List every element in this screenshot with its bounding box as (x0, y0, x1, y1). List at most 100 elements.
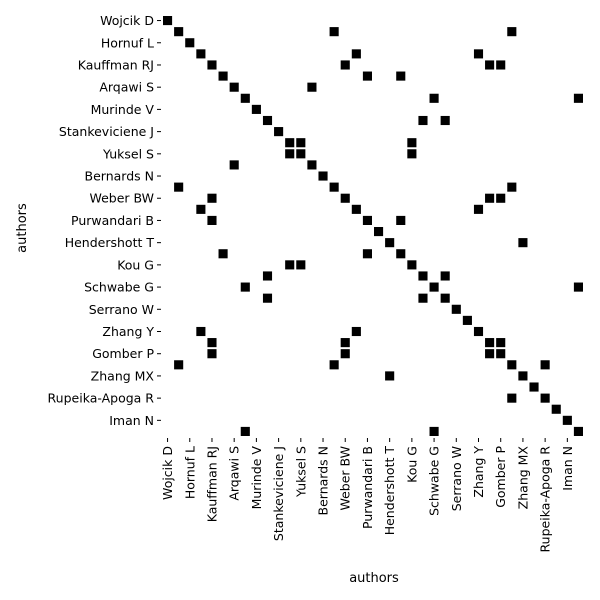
heatmap-cell (429, 426, 439, 436)
x-tick-label: Kou G (404, 446, 419, 483)
y-tick-label: Murinde V (91, 102, 155, 117)
x-tick-label: Kauffman RJ (204, 446, 219, 522)
heatmap-cell (163, 16, 173, 26)
heatmap-cell (407, 138, 417, 148)
y-tick-label: Rupeika-Apoga R (48, 391, 155, 406)
heatmap-cell (240, 93, 250, 103)
heatmap-cell (296, 149, 306, 159)
heatmap-cell (451, 304, 461, 314)
heatmap-cell (529, 382, 539, 392)
heatmap-cell (507, 27, 517, 37)
heatmap-cell (218, 71, 228, 81)
x-tick-label: Murinde V (249, 446, 264, 510)
y-tick-label: Kauffman RJ (78, 57, 154, 72)
heatmap-cell (174, 182, 184, 192)
y-tick-label: Arqawi S (99, 80, 154, 95)
x-axis-ticks: Wojcik D Hornuf L Kauffman RJ Arqawi S Murin… (160, 438, 575, 552)
heatmap-cell (540, 393, 550, 403)
x-tick-label: Schwabe G (427, 446, 442, 516)
heatmap-cell (440, 115, 450, 126)
x-tick-label: Weber BW (338, 446, 353, 511)
x-tick-label: Bernards N (316, 446, 331, 515)
heatmap-cell (496, 338, 506, 348)
heatmap-cell (573, 282, 583, 292)
heatmap-cell (562, 415, 572, 425)
heatmap-cell (473, 49, 484, 59)
heatmap-cell (573, 426, 583, 436)
heatmap-cell (485, 349, 495, 359)
heatmap-cell (507, 393, 517, 403)
heatmap-cell (218, 249, 228, 259)
heatmap-cell (440, 271, 450, 281)
heatmap-cell (196, 49, 206, 59)
heatmap-cell (229, 82, 239, 92)
heatmap-cell (307, 82, 317, 92)
heatmap-cell (174, 27, 184, 37)
heatmap-cell (340, 193, 350, 203)
heatmap-cell (518, 371, 528, 381)
heatmap-cell (518, 238, 528, 248)
y-axis-ticks: Wojcik D Hornuf L Kauffman RJ Arqawi S Murin… (48, 13, 161, 428)
heatmap-cell (573, 93, 583, 103)
heatmap-cell (396, 71, 406, 81)
heatmap-cell (462, 315, 472, 325)
x-tick-label: Stankeviciene J (271, 446, 286, 541)
heatmap-cell (196, 326, 206, 337)
heatmap-cell (507, 360, 517, 370)
y-tick-label: Hendershott T (65, 235, 155, 250)
heatmap-cell (362, 249, 372, 259)
heatmap-cell (551, 404, 561, 414)
heatmap-cell (418, 271, 428, 281)
heatmap-cell (262, 115, 273, 126)
heatmap-cell (207, 60, 217, 70)
y-tick-label: Gomber P (92, 346, 154, 361)
heatmap-cell (207, 338, 217, 348)
y-tick-label: Kou G (117, 257, 154, 272)
heatmap-cell (296, 138, 306, 148)
x-tick-label: Wojcik D (160, 446, 175, 500)
y-tick-label: Yuksel S (102, 146, 154, 161)
heatmap-cell (473, 204, 484, 214)
heatmap-cell (351, 204, 361, 214)
heatmap-cell (240, 282, 250, 292)
heatmap-cell (185, 38, 195, 48)
heatmap-cell (374, 227, 384, 237)
heatmap-cell (329, 360, 339, 370)
y-tick-label: Stankeviciene J (59, 124, 154, 139)
heatmap-cell (340, 338, 350, 348)
x-tick-label: Zhang MX (515, 446, 530, 510)
heatmap-cell (296, 260, 306, 270)
x-tick-label: Hendershott T (382, 446, 397, 536)
heatmap-cell (329, 27, 339, 37)
heatmap-cell (251, 104, 261, 114)
heatmap-cell (485, 60, 495, 70)
heatmap-cell (429, 282, 439, 292)
heatmap-cell (407, 260, 417, 270)
heatmap-cell (229, 160, 239, 170)
heatmap-cell (207, 215, 217, 225)
x-tick-label: Gomber P (493, 446, 508, 508)
heatmap-cell (262, 271, 273, 281)
x-tick-label: Serrano W (449, 446, 464, 511)
heatmap-cell (396, 215, 406, 225)
y-tick-label: Bernards N (85, 169, 154, 184)
heatmap-cell (274, 127, 284, 137)
y-tick-label: Serrano W (89, 302, 154, 317)
heatmap-cell (385, 371, 395, 381)
heatmap-cell (351, 49, 361, 59)
x-tick-label: Rupeika-Apoga R (538, 446, 553, 553)
y-tick-label: Purwandari B (71, 213, 154, 228)
y-axis-label: authors (15, 203, 30, 253)
heatmap-cell (485, 193, 495, 203)
heatmap-cell (340, 349, 350, 359)
y-tick-label: Iman N (109, 413, 154, 428)
heatmap-cell (429, 93, 439, 103)
heatmap-cell (351, 326, 361, 337)
x-tick-label: Zhang Y (471, 446, 486, 498)
heatmap-cell (318, 171, 328, 181)
heatmap-cell (285, 138, 295, 148)
heatmap-cell (385, 238, 395, 248)
heatmap-cell (207, 349, 217, 359)
x-tick-label: Purwandari B (360, 446, 375, 529)
